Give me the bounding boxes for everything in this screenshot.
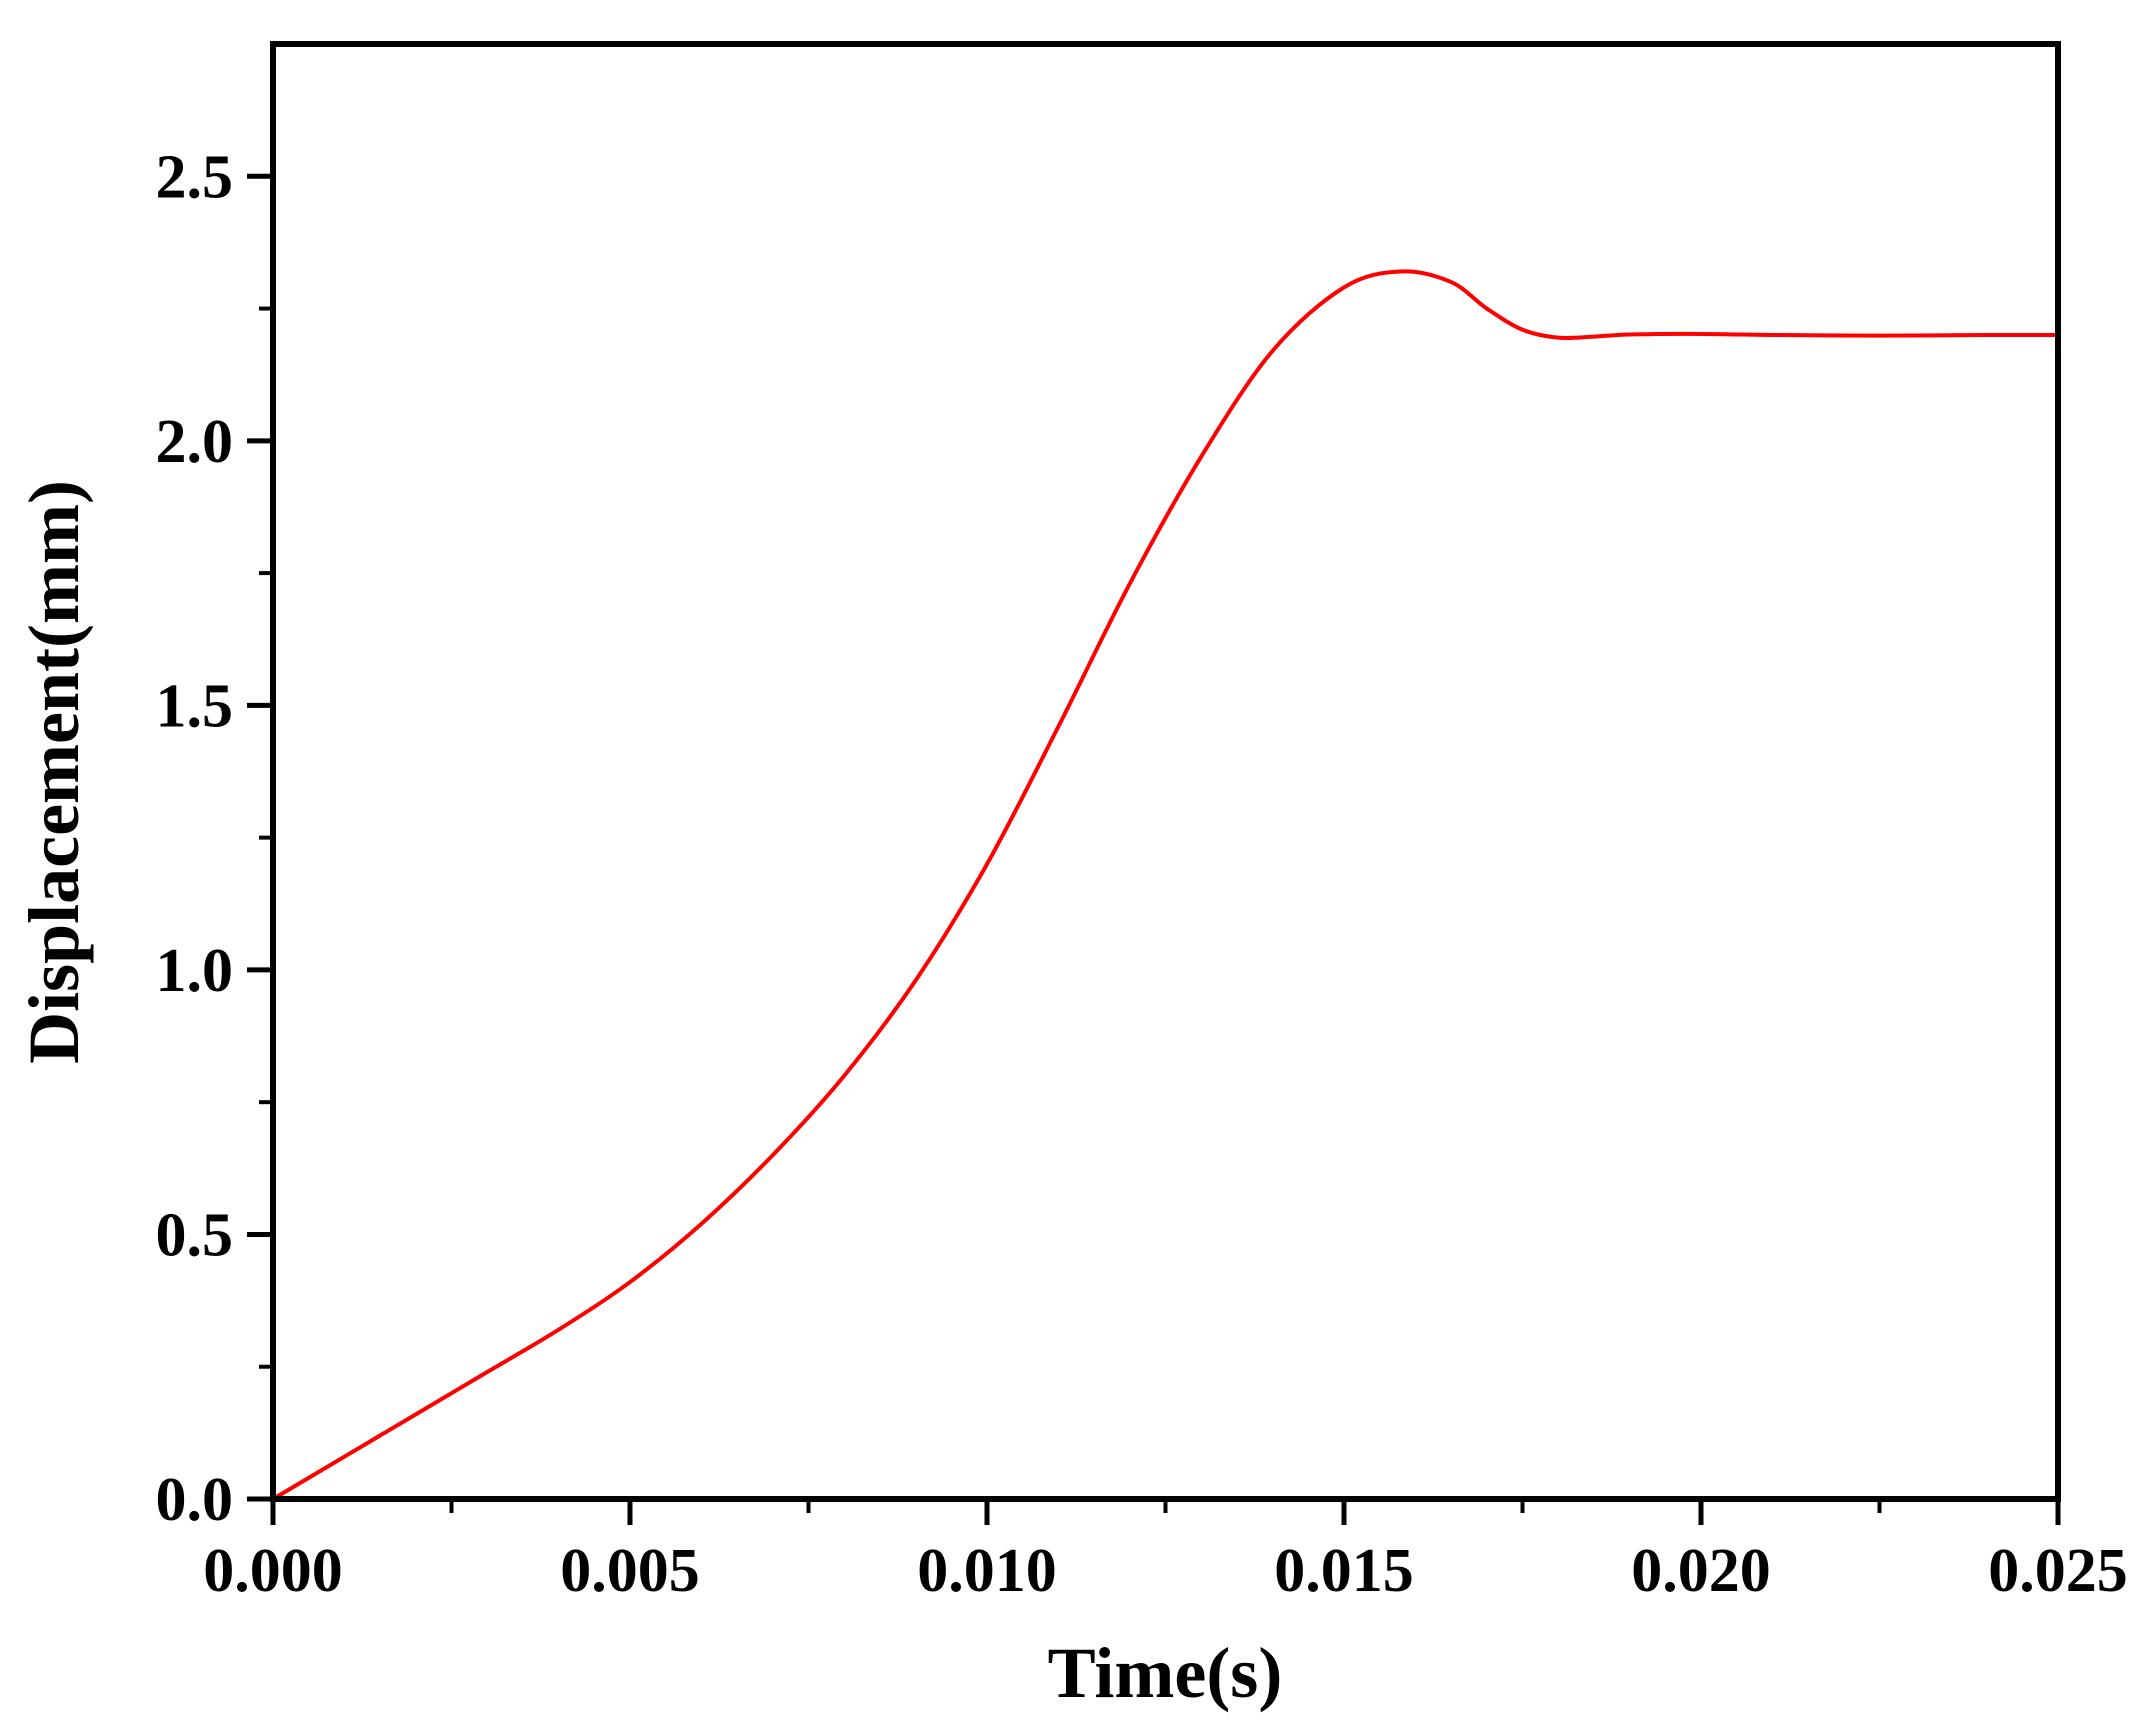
y-tick-label: 1.0 bbox=[156, 937, 234, 1005]
y-tick-label: 2.5 bbox=[156, 143, 234, 211]
axis-ticks: 0.000 0.005 0.010 0.015 0.020 0.025 0.0 0.5 1.0 1… bbox=[156, 143, 2128, 1605]
y-tick-label: 0.0 bbox=[156, 1466, 234, 1534]
y-axis-title: Displacement(mm) bbox=[14, 480, 94, 1064]
x-tick-label: 0.000 bbox=[203, 1537, 343, 1605]
x-axis-title: Time(s) bbox=[1048, 1633, 1283, 1713]
x-tick-label: 0.025 bbox=[1988, 1537, 2128, 1605]
displacement-series-line bbox=[271, 269, 2060, 1501]
x-tick-label: 0.015 bbox=[1274, 1537, 1414, 1605]
y-tick-label: 2.0 bbox=[156, 408, 234, 476]
x-tick-label: 0.020 bbox=[1631, 1537, 1771, 1605]
x-tick-label: 0.005 bbox=[560, 1537, 700, 1605]
y-tick-label: 1.5 bbox=[156, 672, 234, 740]
y-tick-label: 0.5 bbox=[156, 1201, 234, 1269]
plot-frame bbox=[270, 41, 2061, 1502]
series-layer bbox=[271, 269, 2060, 1501]
x-tick-label: 0.010 bbox=[917, 1537, 1057, 1605]
